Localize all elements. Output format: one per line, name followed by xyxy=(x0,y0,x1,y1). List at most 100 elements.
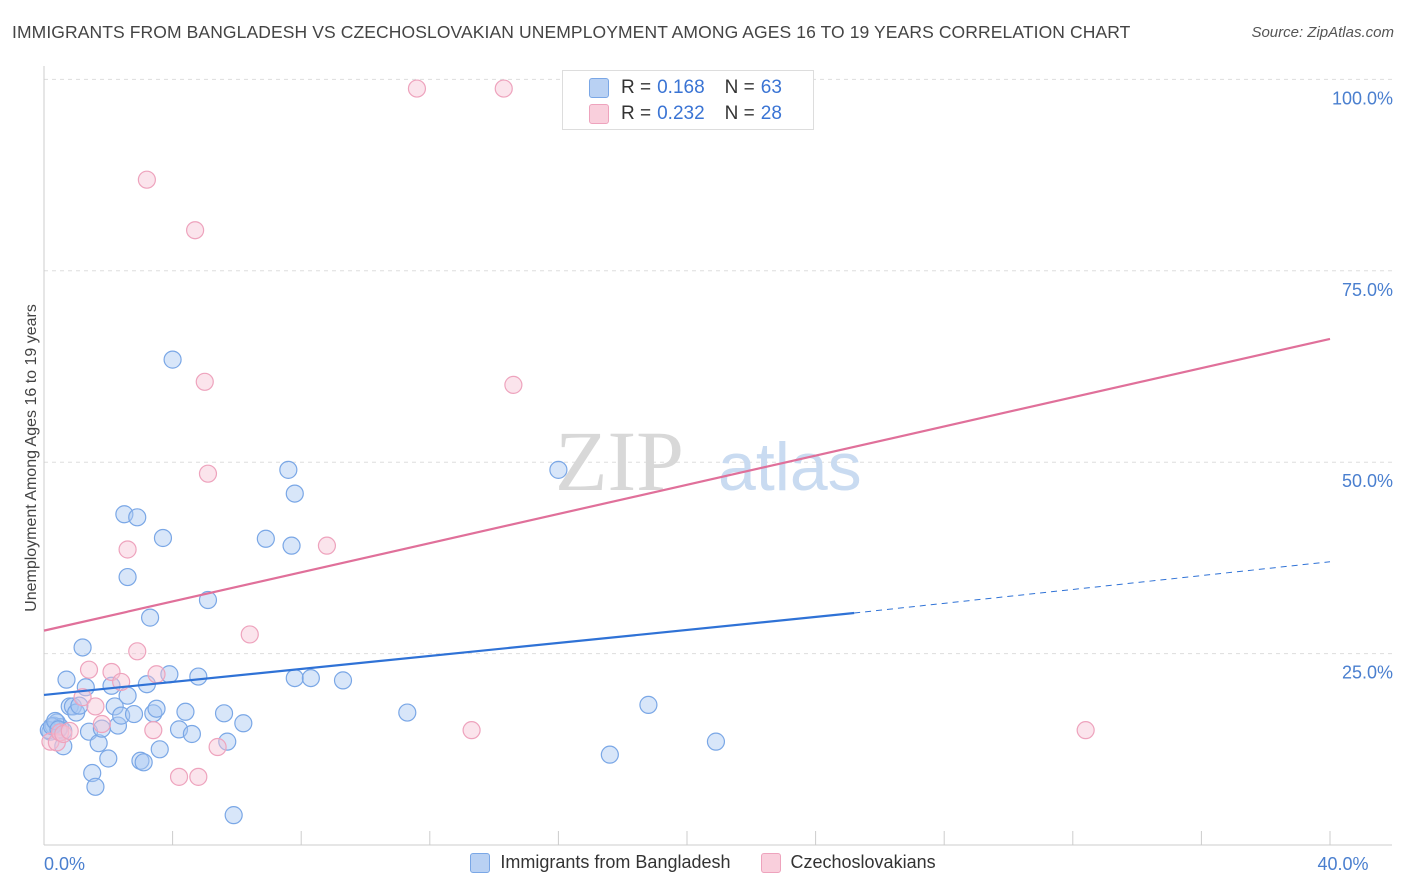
point-bangladesh[interactable] xyxy=(118,567,137,587)
point-czechoslovakians[interactable] xyxy=(147,665,166,684)
point-bangladesh[interactable] xyxy=(124,704,144,724)
point-bangladesh[interactable] xyxy=(600,745,619,764)
y-tick-label: 75.0% xyxy=(1342,280,1393,300)
point-bangladesh[interactable] xyxy=(285,484,304,503)
legend-r-label: R = xyxy=(621,77,652,98)
point-czechoslovakians[interactable] xyxy=(137,170,156,189)
point-bangladesh[interactable] xyxy=(189,667,208,686)
point-bangladesh[interactable] xyxy=(256,529,275,548)
point-czechoslovakians[interactable] xyxy=(144,721,163,740)
point-bangladesh[interactable] xyxy=(214,704,234,723)
point-czechoslovakians[interactable] xyxy=(86,697,105,716)
point-bangladesh[interactable] xyxy=(398,703,417,722)
point-bangladesh[interactable] xyxy=(102,676,121,695)
point-czechoslovakians[interactable] xyxy=(79,660,99,679)
point-bangladesh[interactable] xyxy=(182,724,201,744)
point-bangladesh[interactable] xyxy=(99,749,118,768)
point-bangladesh[interactable] xyxy=(147,699,166,718)
point-bangladesh[interactable] xyxy=(134,753,153,772)
y-tick-label: 25.0% xyxy=(1342,663,1393,683)
point-bangladesh[interactable] xyxy=(639,695,658,714)
stats-legend-row-czech: R = 0.232 N = 28 xyxy=(589,103,782,125)
legend-n-label: N = xyxy=(724,103,755,124)
legend-r-label: R = xyxy=(621,103,652,124)
trend-line-czechoslovakians xyxy=(43,337,1331,632)
point-bangladesh[interactable] xyxy=(176,702,195,721)
point-bangladesh[interactable] xyxy=(234,714,253,733)
stats-legend-row-bangladesh: R = 0.168 N = 63 xyxy=(589,77,782,99)
legend-r-value: 0.168 xyxy=(657,77,705,98)
watermark-atlas: atlas xyxy=(718,429,862,505)
watermark-zip: ZIP xyxy=(555,413,684,509)
point-czechoslovakians[interactable] xyxy=(317,536,337,555)
legend-label-bangladesh: Immigrants from Bangladesh xyxy=(500,852,731,872)
axes xyxy=(43,66,1392,846)
point-czechoslovakians[interactable] xyxy=(407,79,427,98)
point-bangladesh[interactable] xyxy=(128,508,147,527)
point-bangladesh[interactable] xyxy=(706,732,726,751)
point-bangladesh[interactable] xyxy=(57,670,76,689)
point-bangladesh[interactable] xyxy=(549,460,568,479)
y-tick-label: 50.0% xyxy=(1342,471,1393,491)
point-bangladesh[interactable] xyxy=(282,536,301,555)
point-bangladesh[interactable] xyxy=(153,528,173,548)
chart-title: IMMIGRANTS FROM BANGLADESH VS CZECHOSLOV… xyxy=(12,22,1131,42)
x-tick-label: 0.0% xyxy=(44,854,85,874)
point-bangladesh[interactable] xyxy=(83,763,102,783)
watermark: ZIP atlas xyxy=(555,413,862,509)
legend-swatch-blue xyxy=(589,78,609,98)
point-czechoslovakians[interactable] xyxy=(102,662,121,682)
series-legend: Immigrants from Bangladesh Czechoslovaki… xyxy=(0,852,1406,873)
stats-legend: R = 0.168 N = 63 R = 0.232 N = 28 xyxy=(562,70,814,130)
point-czechoslovakians[interactable] xyxy=(240,625,259,644)
point-czechoslovakians[interactable] xyxy=(494,79,513,98)
point-czechoslovakians[interactable] xyxy=(186,221,205,240)
y-tick-label: 100.0% xyxy=(1332,88,1393,108)
point-czechoslovakians[interactable] xyxy=(198,464,218,483)
legend-n-label: N = xyxy=(724,77,755,98)
point-czechoslovakians[interactable] xyxy=(169,767,189,786)
point-bangladesh[interactable] xyxy=(73,638,92,657)
point-bangladesh[interactable] xyxy=(198,590,218,610)
legend-n-value: 63 xyxy=(760,77,782,98)
point-bangladesh[interactable] xyxy=(218,732,237,751)
point-czechoslovakians[interactable] xyxy=(60,721,79,741)
point-bangladesh[interactable] xyxy=(285,668,304,688)
point-bangladesh[interactable] xyxy=(86,777,105,796)
point-czechoslovakians[interactable] xyxy=(118,540,137,559)
point-czechoslovakians[interactable] xyxy=(195,372,214,391)
legend-swatch-blue xyxy=(470,852,491,873)
point-bangladesh[interactable] xyxy=(279,460,298,479)
point-bangladesh[interactable] xyxy=(333,671,353,690)
point-czechoslovakians[interactable] xyxy=(189,767,208,786)
point-czechoslovakians[interactable] xyxy=(208,737,227,757)
tick-labels: 25.0% 50.0% 75.0% 100.0% 0.0% 40.0% xyxy=(44,88,1393,874)
gridlines xyxy=(44,78,1392,655)
point-bangladesh[interactable] xyxy=(105,697,124,716)
legend-label-czechoslovakians: Czechoslovakians xyxy=(790,852,936,872)
point-bangladesh[interactable] xyxy=(140,608,160,627)
legend-swatch-pink xyxy=(760,852,781,873)
trend-line-extrapolated-bangladesh xyxy=(854,561,1331,614)
legend-r-value: 0.232 xyxy=(657,103,705,124)
point-czechoslovakians[interactable] xyxy=(504,375,523,394)
trend-lines xyxy=(43,337,1331,697)
point-bangladesh[interactable] xyxy=(150,740,169,759)
point-czechoslovakians[interactable] xyxy=(128,642,147,661)
point-czechoslovakians[interactable] xyxy=(462,721,481,740)
legend-item-czechoslovakians[interactable]: Czechoslovakians xyxy=(760,852,936,873)
point-czechoslovakians[interactable] xyxy=(73,688,92,707)
point-bangladesh[interactable] xyxy=(89,734,108,753)
point-czechoslovakians[interactable] xyxy=(1076,721,1095,740)
point-bangladesh[interactable] xyxy=(163,350,182,369)
legend-n-value: 28 xyxy=(760,103,782,124)
point-czechoslovakians[interactable] xyxy=(92,714,111,734)
legend-item-bangladesh[interactable]: Immigrants from Bangladesh xyxy=(470,852,731,873)
y-axis-label: Unemployment Among Ages 16 to 19 years xyxy=(23,304,40,612)
point-bangladesh[interactable] xyxy=(108,716,128,735)
data-points xyxy=(39,79,1095,825)
trend-line-bangladesh xyxy=(43,611,855,697)
point-bangladesh[interactable] xyxy=(224,806,243,825)
point-bangladesh[interactable] xyxy=(301,668,320,688)
